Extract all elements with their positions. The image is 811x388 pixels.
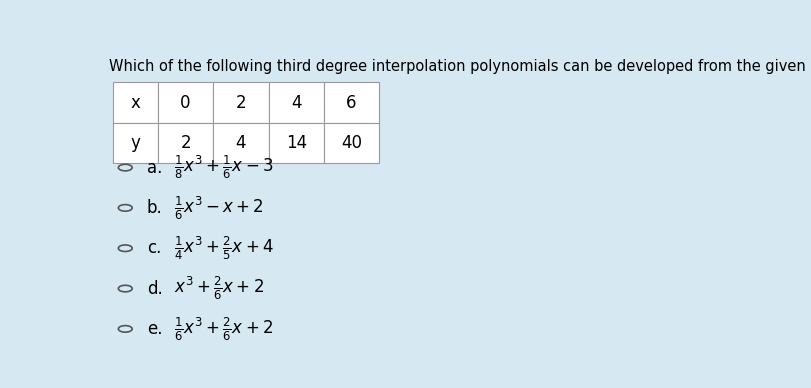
Bar xyxy=(158,123,213,163)
Text: 2: 2 xyxy=(235,94,247,112)
Text: 4: 4 xyxy=(236,134,247,152)
Text: d.: d. xyxy=(147,280,162,298)
Text: 2: 2 xyxy=(180,134,191,152)
Text: $x^3 + \frac{2}{6}x + 2$: $x^3 + \frac{2}{6}x + 2$ xyxy=(174,275,264,302)
Text: 14: 14 xyxy=(285,134,307,152)
Bar xyxy=(113,123,158,163)
Text: $\frac{1}{8}x^3 + \frac{1}{6}x - 3$: $\frac{1}{8}x^3 + \frac{1}{6}x - 3$ xyxy=(174,154,273,181)
Text: 4: 4 xyxy=(291,94,302,112)
Bar xyxy=(268,82,324,123)
Bar xyxy=(268,123,324,163)
Bar xyxy=(158,82,213,123)
Text: c.: c. xyxy=(147,239,161,257)
Text: 6: 6 xyxy=(346,94,357,112)
Bar xyxy=(113,82,158,123)
Bar xyxy=(324,82,380,123)
Bar xyxy=(213,123,268,163)
Text: $\frac{1}{6}x^3 + \frac{2}{6}x + 2$: $\frac{1}{6}x^3 + \frac{2}{6}x + 2$ xyxy=(174,315,272,343)
Text: $\frac{1}{6}x^3 - x + 2$: $\frac{1}{6}x^3 - x + 2$ xyxy=(174,194,264,222)
Text: a.: a. xyxy=(147,159,162,177)
Bar xyxy=(213,82,268,123)
Text: e.: e. xyxy=(147,320,162,338)
Text: x: x xyxy=(131,94,140,112)
Text: Which of the following third degree interpolation polynomials can be developed f: Which of the following third degree inte… xyxy=(109,59,811,73)
Text: y: y xyxy=(131,134,140,152)
Bar xyxy=(324,123,380,163)
Text: 40: 40 xyxy=(341,134,362,152)
Text: 0: 0 xyxy=(180,94,191,112)
Text: b.: b. xyxy=(147,199,162,217)
Text: $\frac{1}{4}x^3 + \frac{2}{5}x + 4$: $\frac{1}{4}x^3 + \frac{2}{5}x + 4$ xyxy=(174,234,273,262)
